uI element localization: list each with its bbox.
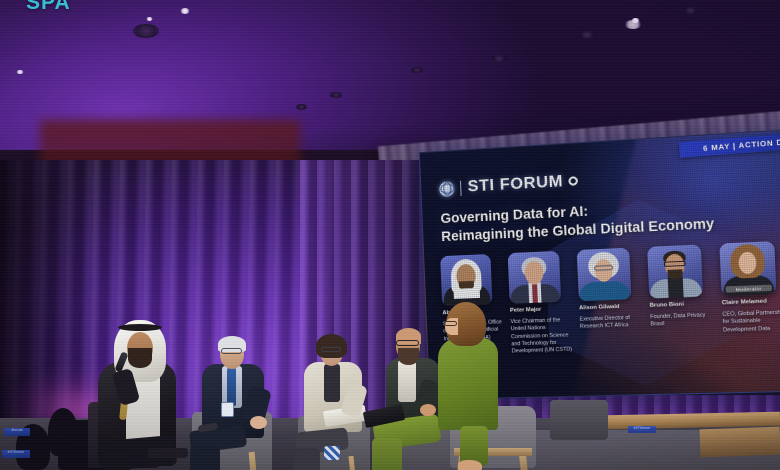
leg	[460, 426, 488, 466]
dress-shirt	[398, 360, 416, 402]
dark-top	[324, 364, 340, 402]
headshot-abdulla-nabib	[440, 253, 493, 307]
headshot-bruno-bioni	[647, 244, 704, 299]
ceiling-downlight	[16, 70, 24, 74]
headshot-peter-major	[507, 250, 562, 304]
lanyard-badge	[221, 402, 234, 417]
brand-label: STI FORUM	[467, 172, 564, 196]
ceiling-downlight	[624, 20, 642, 29]
panelist-name: Claire Melamed	[721, 298, 768, 307]
eyeglasses	[444, 321, 457, 326]
event-signage: #forum	[4, 428, 30, 436]
agal-cord	[118, 324, 162, 331]
brand-text: STI FORUM	[467, 172, 578, 196]
empty-chair	[550, 400, 608, 440]
panelist-role: CEO, Global Partnership for Sustainable …	[722, 309, 780, 334]
panelist-name: Alison Gilwald	[578, 303, 620, 312]
ceiling-can-light	[133, 24, 159, 38]
un-emblem-icon	[438, 180, 455, 197]
panelist-card: Alison Gilwald Executive Director of Res…	[576, 247, 645, 354]
stage-panelist-green-blazer	[432, 302, 542, 470]
brand-divider	[459, 180, 463, 196]
ceiling-can-light	[492, 55, 506, 62]
chair-seat-frame	[454, 448, 532, 456]
circle-o-icon	[568, 176, 578, 187]
eyeglasses	[396, 340, 419, 346]
source-watermark: SPA	[26, 0, 71, 14]
event-signage: #STIforum	[628, 426, 656, 433]
wood-stage-edge-lower	[699, 426, 780, 458]
hand	[420, 404, 436, 416]
mic-stand-base	[148, 448, 188, 458]
panelist-role: Founder, Data Privacy Brasil	[650, 312, 706, 329]
necktie	[227, 368, 236, 406]
ceiling-can-light	[684, 7, 697, 14]
ceiling-can-light	[411, 67, 423, 73]
event-signage: #STIforum	[2, 450, 30, 458]
panelist-name: Bruno Bioni	[649, 301, 685, 309]
ceiling-downlight	[146, 17, 153, 21]
eyeglasses	[221, 348, 242, 354]
leg	[294, 448, 320, 470]
ceiling-can-light	[330, 92, 342, 98]
ceiling-can-light	[579, 31, 595, 39]
headshot-claire-melamed: Moderator	[719, 241, 777, 296]
beard	[398, 348, 419, 365]
stage-panelist-grey-hair	[188, 336, 304, 470]
patterned-sock	[324, 446, 340, 460]
stage-panelist-cream-jacket	[294, 334, 392, 470]
ceiling-can-light	[296, 104, 307, 110]
green-trousers	[372, 438, 402, 470]
dark-hair	[316, 334, 347, 358]
panelist-card: Moderator Claire Melamed CEO, Global Par…	[719, 241, 780, 351]
green-blazer	[438, 338, 498, 430]
stage-panelist-green-suit	[362, 318, 470, 470]
panelist-role: Executive Director of Research ICT Afric…	[579, 314, 630, 331]
hand	[250, 416, 267, 429]
panelist-card: Bruno Bioni Founder, Data Privacy Brasil	[647, 244, 716, 352]
eyeglasses	[321, 347, 341, 352]
leg	[190, 446, 220, 470]
shoe	[458, 460, 482, 470]
sti-forum-brand: STI FORUM	[438, 172, 578, 198]
headshot-alison-gilwald	[576, 247, 632, 302]
ceiling-downlight	[180, 8, 190, 14]
beard	[128, 348, 152, 368]
